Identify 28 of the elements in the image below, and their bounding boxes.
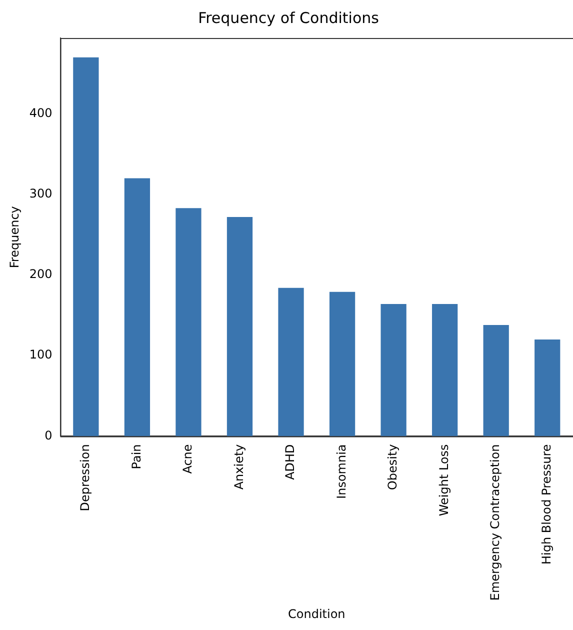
- x-tick-label: ADHD: [283, 444, 298, 480]
- bar: [226, 216, 253, 436]
- x-tick-label: Weight Loss: [436, 444, 451, 516]
- x-tick-label: Obesity: [386, 444, 400, 490]
- x-tick-label: Insomnia: [334, 444, 348, 499]
- x-tick-label: Anxiety: [232, 444, 246, 490]
- y-tick-label: 200: [29, 267, 52, 282]
- bar: [483, 324, 509, 436]
- y-tick-label: 0: [44, 428, 52, 442]
- chart-title: Frequency of Conditions: [198, 8, 380, 27]
- x-tick-label: Acne: [180, 444, 195, 474]
- bar: [73, 57, 99, 436]
- bar: [380, 304, 406, 436]
- x-axis-title: Condition: [288, 606, 346, 621]
- bar: [534, 339, 560, 436]
- bar: [278, 288, 304, 436]
- bar: [432, 304, 458, 436]
- x-tick-label: Pain: [129, 444, 144, 470]
- x-tick-label: High Blood Pressure: [539, 444, 554, 565]
- y-axis-title: Frequency: [7, 206, 22, 268]
- y-tick-label: 400: [29, 106, 52, 120]
- x-tick-label: Emergency Contraception: [488, 444, 502, 601]
- y-tick-label: 100: [29, 348, 52, 362]
- bar: [124, 178, 150, 436]
- bar: [176, 208, 202, 436]
- y-tick-label: 300: [29, 186, 52, 201]
- bar: [329, 292, 356, 436]
- x-tick-label: Depression: [78, 444, 92, 512]
